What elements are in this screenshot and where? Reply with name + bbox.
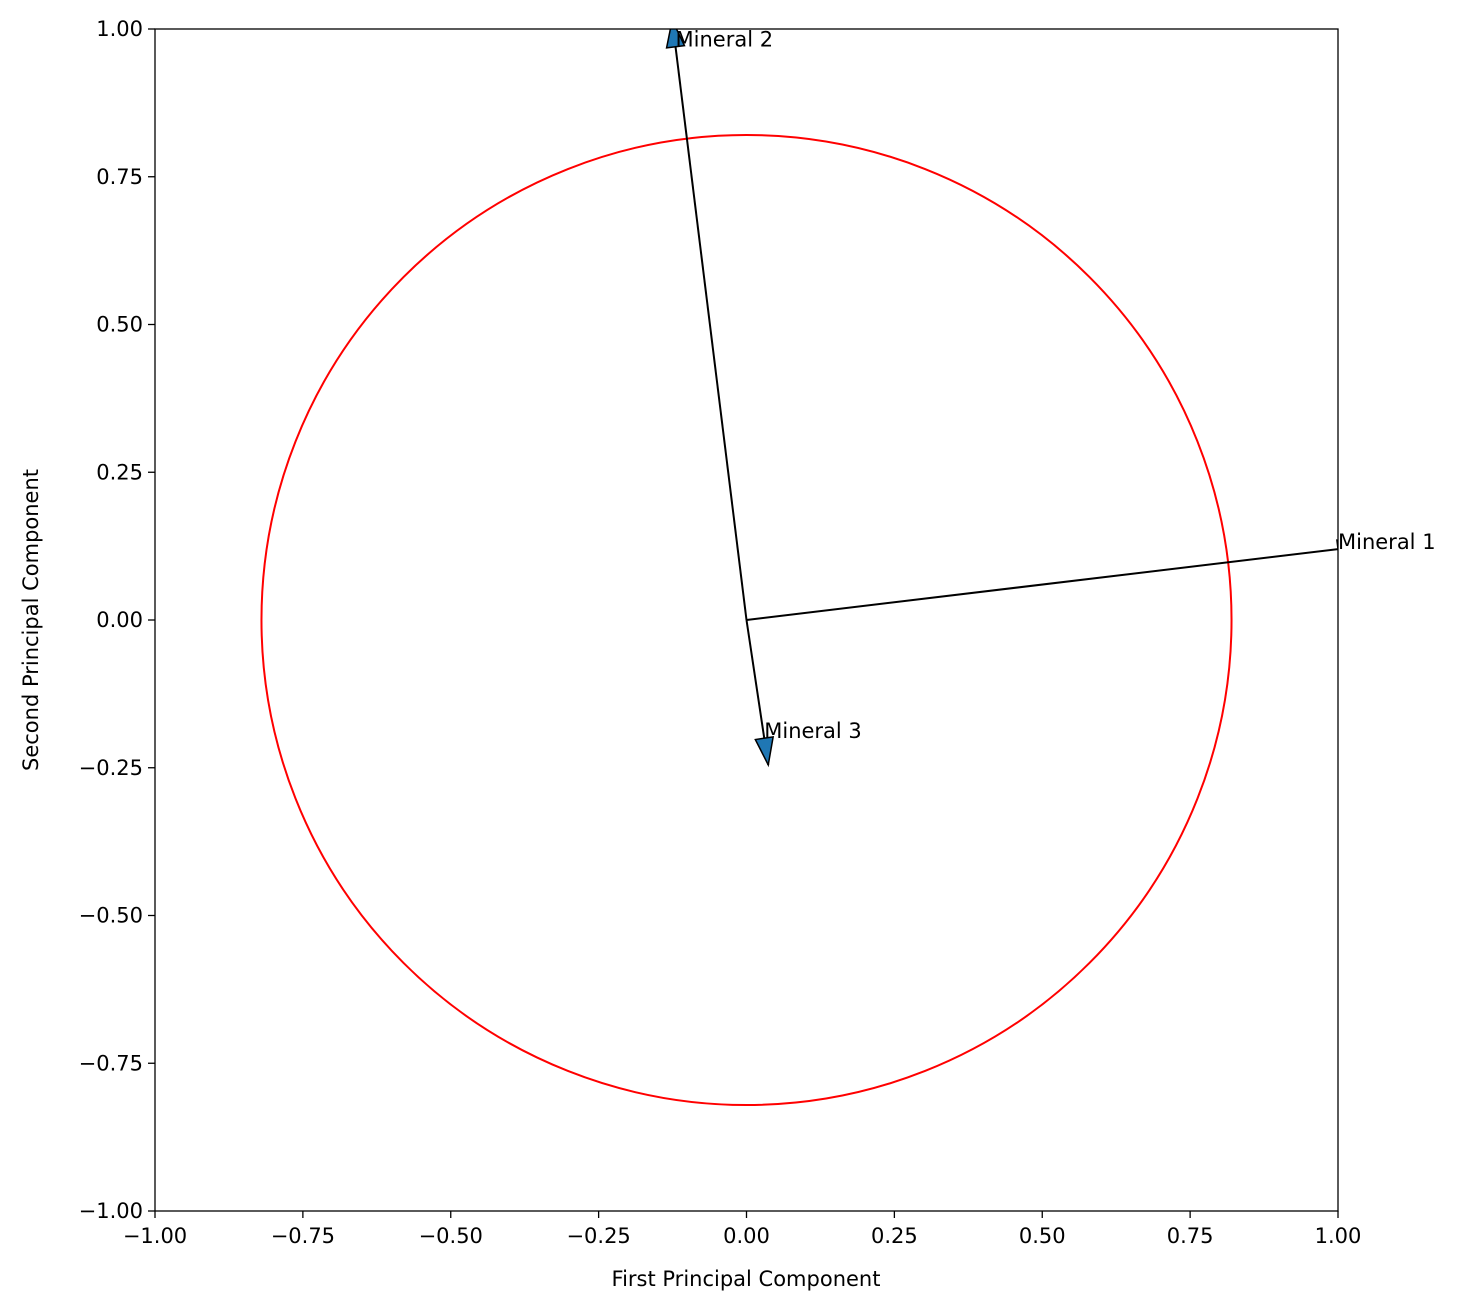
x-axis-label: First Principal Component (612, 1267, 881, 1291)
x-tick-label: −0.75 (271, 1224, 335, 1248)
vector-label: Mineral 2 (676, 28, 774, 52)
y-tick-label: 0.25 (96, 460, 143, 484)
y-tick-label: −1.00 (79, 1199, 143, 1223)
y-tick-label: −0.25 (79, 756, 143, 780)
y-tick-label: −0.50 (79, 904, 143, 928)
circle (260, 133, 1233, 1107)
x-tick-label: 0.50 (1019, 1224, 1066, 1248)
plot-frame (154, 28, 1339, 1212)
vector-label: Mineral 1 (1338, 530, 1436, 554)
x-tick-label: 0.25 (871, 1224, 918, 1248)
arrow-head (665, 29, 686, 49)
x-tick-label: 0.00 (723, 1224, 770, 1248)
x-tick-label: 0.75 (1167, 1224, 1214, 1248)
y-tick-label: 0.75 (96, 165, 143, 189)
arrow-head (754, 735, 775, 768)
x-tick-label: 1.00 (1315, 1224, 1362, 1248)
vector-line (672, 29, 748, 621)
y-tick-label: 1.00 (96, 17, 143, 41)
x-tick-label: −1.00 (123, 1224, 187, 1248)
y-tick-label: 0.50 (96, 313, 143, 337)
x-tick-label: −0.25 (566, 1224, 630, 1248)
y-axis-label: Second Principal Component (19, 469, 43, 771)
y-tick-label: −0.75 (79, 1051, 143, 1075)
vector-label: Mineral 3 (764, 719, 862, 743)
y-tick-label: 0.00 (96, 608, 143, 632)
vector-line (746, 548, 1338, 621)
x-tick-label: −0.50 (419, 1224, 483, 1248)
